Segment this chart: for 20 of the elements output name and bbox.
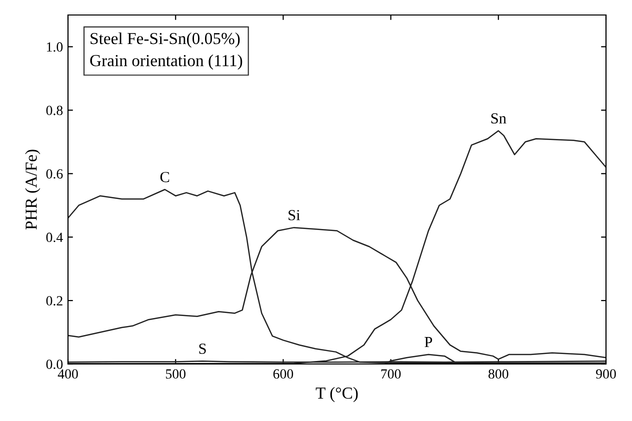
x-axis-title: T (°C) <box>316 387 358 402</box>
series-label: Si <box>288 210 300 220</box>
x-tick-label: 700 <box>381 369 401 379</box>
y-axis-title: PHR (A/Fe) <box>25 150 40 230</box>
y-tick-label: 0.8 <box>46 106 63 116</box>
x-tick-label: 600 <box>273 369 294 379</box>
y-tick-label: 0.0 <box>46 360 63 370</box>
y-tick-label: 0.6 <box>46 169 63 179</box>
series-label: Sn <box>491 113 506 124</box>
y-tick-label: 1.0 <box>47 42 63 52</box>
y-tick-label: 0.4 <box>46 232 63 242</box>
series-label: S <box>199 344 206 354</box>
x-tick-label: 900 <box>596 369 616 379</box>
series-label: C <box>160 172 170 182</box>
x-tick-label: 800 <box>488 369 508 379</box>
x-tick-label: 400 <box>58 369 78 379</box>
x-tick-label: 500 <box>166 369 186 379</box>
series-label: P <box>424 337 432 348</box>
y-tick-label: 0.2 <box>46 296 62 306</box>
annotation: Steel Fe-Si-Sn(0.05%) Grain orientation (111) <box>90 32 242 70</box>
